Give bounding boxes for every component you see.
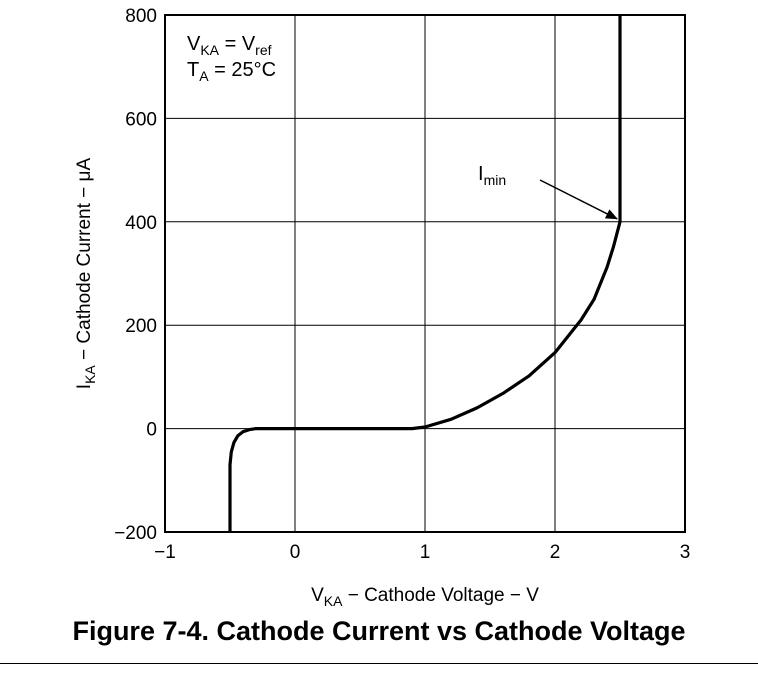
y-tick-label: 200: [125, 316, 157, 337]
condition-ta-label: TA = 25°C: [187, 59, 276, 84]
y-tick-label: 0: [146, 420, 157, 441]
condition-box: [167, 17, 292, 92]
grid-lines: [165, 15, 685, 532]
curve-group: [228, 15, 622, 532]
x-tick-label: 1: [420, 542, 431, 563]
x-axis-label: VKA − Cathode Voltage − V: [311, 585, 539, 609]
x-tick-label: 0: [290, 542, 301, 563]
condition-vka-label: VKA = Vref: [187, 33, 272, 58]
y-tick-label: −200: [114, 523, 157, 544]
y-tick-label: 400: [125, 213, 157, 234]
ika-vka-curve: [228, 15, 622, 532]
cathode-current-chart: −1 0 1 2 3 −200 0 200 400 600 800 VKA = Vref TA = …: [74, 6, 690, 609]
y-tick-label: 800: [125, 6, 157, 27]
y-tick-label: 600: [125, 109, 157, 130]
figure-caption: Figure 7-4. Cathode Current vs Cathode V…: [72, 616, 686, 646]
divider-rule: [0, 663, 758, 664]
imin-annotation: Imin: [478, 163, 506, 188]
tick-labels: −1 0 1 2 3 −200 0 200 400 600 800: [114, 6, 690, 563]
y-axis-label: IKA − Cathode Current − μA: [74, 157, 98, 389]
x-tick-label: 2: [550, 542, 561, 563]
imin-arrow: [539, 179, 618, 220]
plot-frame: [164, 14, 686, 533]
x-tick-label: 3: [680, 542, 691, 563]
x-tick-label: −1: [154, 542, 176, 563]
